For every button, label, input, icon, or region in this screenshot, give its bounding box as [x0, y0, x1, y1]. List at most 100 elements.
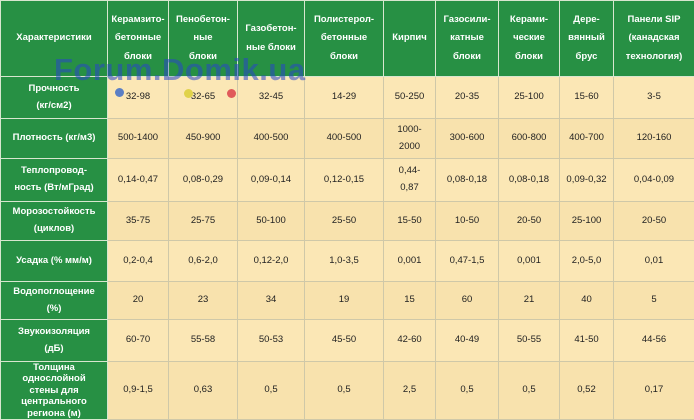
header-col-kirpich: Кирпич — [384, 1, 436, 77]
header-col-polistirolbeton: Полистерол- бетонные блоки — [305, 1, 384, 77]
table-cell: 0,17 — [614, 362, 694, 420]
table-cell: 14-29 — [305, 77, 384, 119]
table-cell: 40 — [560, 282, 614, 320]
row-label: Усадка (% мм/м) — [1, 241, 108, 282]
row-label: Плотность (кг/м3) — [1, 119, 108, 159]
table-cell: 0,12-2,0 — [238, 241, 305, 282]
table-cell: 35-75 — [108, 202, 169, 241]
table-cell: 19 — [305, 282, 384, 320]
table-cell: 2,0-5,0 — [560, 241, 614, 282]
table-cell: 0,5 — [436, 362, 499, 420]
table-cell: 15-50 — [384, 202, 436, 241]
table-cell: 0,001 — [384, 241, 436, 282]
table-cell: 500-1400 — [108, 119, 169, 159]
row-label: Водопоглощение (%) — [1, 282, 108, 320]
table-cell: 25-75 — [169, 202, 238, 241]
header-col-gazobeton: Газобетон- ные блоки — [238, 1, 305, 77]
table-cell: 0,5 — [238, 362, 305, 420]
table-cell: 0,14-0,47 — [108, 159, 169, 202]
table-row: Усадка (% мм/м) 0,2-0,4 0,6-2,0 0,12-2,0… — [1, 241, 694, 282]
table-cell: 0,04-0,09 — [614, 159, 694, 202]
table-cell: 0,001 — [499, 241, 560, 282]
header-characteristics: Характеристики — [1, 1, 108, 77]
header-col-penobeton: Пенобетон- ные блоки — [169, 1, 238, 77]
table-cell: 0,44- 0,87 — [384, 159, 436, 202]
table-cell: 300-600 — [436, 119, 499, 159]
table-cell: 400-500 — [305, 119, 384, 159]
table-cell: 3-5 — [614, 77, 694, 119]
table-cell: 0,09-0,32 — [560, 159, 614, 202]
table-cell: 41-50 — [560, 320, 614, 362]
header-col-gazosilikat: Газосили- катные блоки — [436, 1, 499, 77]
table-cell: 600-800 — [499, 119, 560, 159]
table-cell: 32-65 — [169, 77, 238, 119]
header-row: Характеристики Керамзито- бетонные блоки… — [1, 1, 694, 77]
table-cell: 0,09-0,14 — [238, 159, 305, 202]
table-row: Плотность (кг/м3) 500-1400 450-900 400-5… — [1, 119, 694, 159]
table-cell: 0,9-1,5 — [108, 362, 169, 420]
table-row: Теплопровод- ность (Вт/мГрад) 0,14-0,47 … — [1, 159, 694, 202]
table-cell: 20-50 — [499, 202, 560, 241]
row-label: Морозостойкость (циклов) — [1, 202, 108, 241]
table-row: Прочность (кг/см2) 32-98 32-65 32-45 14-… — [1, 77, 694, 119]
table-cell: 10-50 — [436, 202, 499, 241]
table-cell: 50-100 — [238, 202, 305, 241]
table-cell: 15 — [384, 282, 436, 320]
table-cell: 0,08-0,29 — [169, 159, 238, 202]
table-cell: 0,01 — [614, 241, 694, 282]
table-cell: 0,47-1,5 — [436, 241, 499, 282]
header-col-sip: Панели SIP (канадская технология) — [614, 1, 694, 77]
table-cell: 0,5 — [305, 362, 384, 420]
table-row: Звукоизоляция (дБ) 60-70 55-58 50-53 45-… — [1, 320, 694, 362]
header-col-keramicheskie: Керами- ческие блоки — [499, 1, 560, 77]
table-cell: 44-56 — [614, 320, 694, 362]
table-cell: 20-50 — [614, 202, 694, 241]
table-cell: 0,5 — [499, 362, 560, 420]
table-cell: 55-58 — [169, 320, 238, 362]
table-cell: 1000- 2000 — [384, 119, 436, 159]
row-label: Прочность (кг/см2) — [1, 77, 108, 119]
table-cell: 32-45 — [238, 77, 305, 119]
table-cell: 21 — [499, 282, 560, 320]
table-cell: 0,2-0,4 — [108, 241, 169, 282]
table-row: Толщина однослойной стены для центрально… — [1, 362, 694, 420]
table-cell: 25-100 — [560, 202, 614, 241]
table-cell: 450-900 — [169, 119, 238, 159]
table-cell: 1,0-3,5 — [305, 241, 384, 282]
table-cell: 0,08-0,18 — [499, 159, 560, 202]
table-cell: 0,08-0,18 — [436, 159, 499, 202]
header-col-brus: Дере- вянный брус — [560, 1, 614, 77]
table-cell: 25-100 — [499, 77, 560, 119]
table-cell: 5 — [614, 282, 694, 320]
table-cell: 32-98 — [108, 77, 169, 119]
table-cell: 50-55 — [499, 320, 560, 362]
row-label: Звукоизоляция (дБ) — [1, 320, 108, 362]
table-cell: 400-500 — [238, 119, 305, 159]
table-cell: 20 — [108, 282, 169, 320]
row-label: Теплопровод- ность (Вт/мГрад) — [1, 159, 108, 202]
table-cell: 42-60 — [384, 320, 436, 362]
table-row: Морозостойкость (циклов) 35-75 25-75 50-… — [1, 202, 694, 241]
table-cell: 25-50 — [305, 202, 384, 241]
table-cell: 60-70 — [108, 320, 169, 362]
table-cell: 15-60 — [560, 77, 614, 119]
table-cell: 120-160 — [614, 119, 694, 159]
row-label: Толщина однослойной стены для центрально… — [1, 362, 108, 420]
table-cell: 60 — [436, 282, 499, 320]
table-cell: 400-700 — [560, 119, 614, 159]
table-cell: 34 — [238, 282, 305, 320]
header-col-keramzitobeton: Керамзито- бетонные блоки — [108, 1, 169, 77]
table-cell: 45-50 — [305, 320, 384, 362]
table-row: Водопоглощение (%) 20 23 34 19 15 60 21 … — [1, 282, 694, 320]
table-cell: 0,6-2,0 — [169, 241, 238, 282]
table-cell: 23 — [169, 282, 238, 320]
table-cell: 0,63 — [169, 362, 238, 420]
table-cell: 0,52 — [560, 362, 614, 420]
table-cell: 0,12-0,15 — [305, 159, 384, 202]
table-cell: 50-53 — [238, 320, 305, 362]
table-cell: 40-49 — [436, 320, 499, 362]
table-cell: 2,5 — [384, 362, 436, 420]
table-cell: 20-35 — [436, 77, 499, 119]
table-cell: 50-250 — [384, 77, 436, 119]
